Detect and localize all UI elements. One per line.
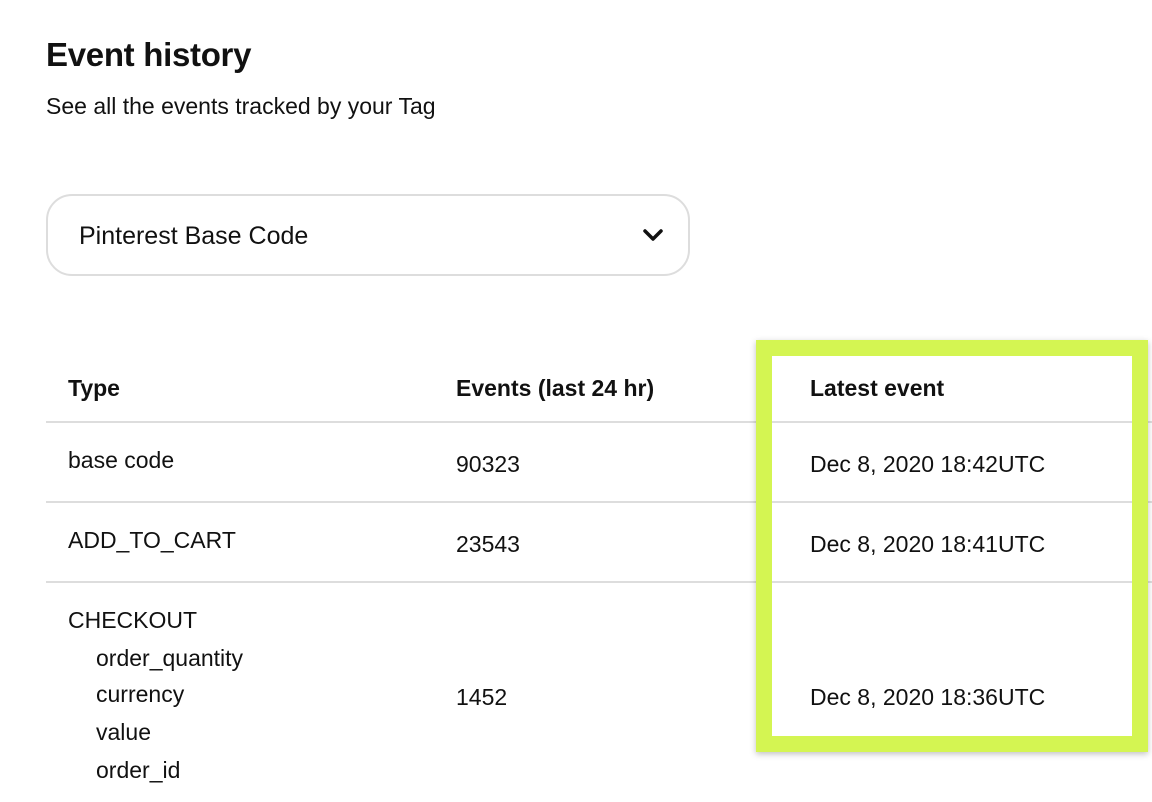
latest-event: Dec 8, 2020 18:41UTC xyxy=(810,531,1046,557)
latest-event-highlight-box xyxy=(756,340,1148,752)
event-type: CHECKOUT xyxy=(68,607,198,633)
page-subtitle: See all the events tracked by your Tag xyxy=(46,93,436,119)
latest-event: Dec 8, 2020 18:42UTC xyxy=(810,451,1046,477)
row-divider xyxy=(46,421,1152,423)
column-header-type: Type xyxy=(68,375,120,401)
event-parameter: order_quantity xyxy=(96,645,244,671)
event-parameter: value xyxy=(96,719,151,745)
column-header-latest-event: Latest event xyxy=(810,375,945,401)
event-count: 1452 xyxy=(456,684,508,710)
column-header-events: Events (last 24 hr) xyxy=(456,375,655,401)
event-type: ADD_TO_CART xyxy=(68,527,236,553)
event-count: 90323 xyxy=(456,451,520,477)
latest-event: Dec 8, 2020 18:36UTC xyxy=(810,684,1046,710)
event-type: base code xyxy=(68,447,175,473)
tag-select-dropdown[interactable]: Pinterest Base Code xyxy=(46,194,690,276)
row-divider xyxy=(46,581,1152,583)
event-parameter: currency xyxy=(96,681,185,707)
tag-select-value: Pinterest Base Code xyxy=(79,222,309,250)
page-title: Event history xyxy=(46,36,252,73)
event-count: 23543 xyxy=(456,531,520,557)
chevron-down-icon xyxy=(643,229,663,241)
row-divider xyxy=(46,501,1152,503)
event-parameter: order_id xyxy=(96,757,181,783)
